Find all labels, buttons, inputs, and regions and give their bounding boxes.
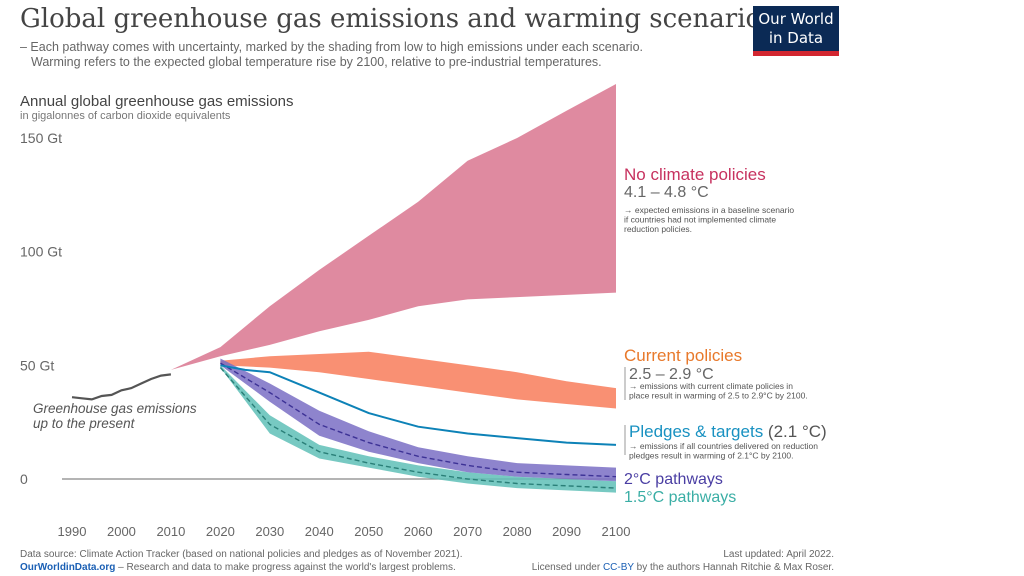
logo-line-1: Our World	[758, 10, 834, 28]
x-tick-label-2030: 2030	[255, 524, 284, 539]
x-tick-label-2060: 2060	[404, 524, 433, 539]
band-1-5c-pathways	[220, 365, 616, 493]
pledges-name: Pledges & targets	[629, 422, 768, 441]
x-tick-label-2010: 2010	[156, 524, 185, 539]
current-policies-note-2: place result in warming of 2.5 to 2.9°C …	[629, 391, 808, 401]
license-line: Licensed under CC-BY by the authors Hann…	[532, 561, 834, 574]
x-tick-label-1990: 1990	[58, 524, 87, 539]
line-historical-emissions	[71, 373, 172, 401]
logo-line-2: in Data	[768, 29, 824, 47]
subtitle-line-1: – Each pathway comes with uncertainty, m…	[20, 40, 644, 54]
x-tick-label-2090: 2090	[552, 524, 581, 539]
label-no-climate-policies: No climate policies	[624, 165, 766, 184]
x-tick-label-2000: 2000	[107, 524, 136, 539]
chart-title: Global greenhouse gas emissions and warm…	[20, 4, 775, 34]
y-axis-label: Annual global greenhouse gas emissions	[20, 93, 294, 110]
current-policies-note-1: → emissions with current climate policie…	[629, 381, 793, 391]
warming-no-climate-policies: 4.1 – 4.8 °C	[624, 184, 709, 201]
no-climate-policies-note-2: if countries had not implemented climate	[624, 215, 776, 225]
band-current-policies	[220, 351, 616, 409]
y-tick-label-3: 150 Gt	[20, 130, 62, 146]
owid-tagline: – Research and data to make progress aga…	[115, 562, 456, 573]
warming-current-policies: 2.5 – 2.9 °C	[629, 366, 714, 383]
no-climate-policies-note-3: reduction policies.	[624, 224, 692, 234]
x-tick-label-2020: 2020	[206, 524, 235, 539]
cc-by-link[interactable]: CC-BY	[602, 562, 634, 573]
historical-label-1: Greenhouse gas emissions	[33, 401, 197, 416]
label-1-5c-pathways: 1.5°C pathways	[624, 489, 736, 506]
owid-footer-line: OurWorldinData.org – Research and data t…	[20, 561, 462, 574]
label-current-policies: Current policies	[624, 346, 742, 365]
license-post: by the authors Hannah Ritchie & Max Rose…	[633, 562, 834, 573]
historical-label-2: up to the present	[33, 416, 136, 431]
owid-link[interactable]: OurWorldinData.org	[20, 562, 116, 573]
x-tick-label-2040: 2040	[305, 524, 334, 539]
y-tick-label-0: 0	[20, 471, 28, 487]
median-2c-pathways	[220, 362, 617, 478]
pledges-targets-note-1: → emissions if all countries delivered o…	[629, 441, 818, 451]
y-axis-unit: in gigalonnes of carbon dioxide equivale…	[20, 110, 231, 122]
no-climate-policies-note-1: → expected emissions in a baseline scena…	[624, 205, 794, 215]
subtitle-line-2: Warming refers to the expected global te…	[31, 55, 602, 69]
median-1-5c-pathways	[219, 367, 617, 489]
line-pledges-targets	[220, 364, 617, 446]
y-tick-label-2: 100 Gt	[20, 244, 62, 260]
data-source: Data source: Climate Action Tracker (bas…	[20, 549, 463, 560]
license-pre: Licensed under	[531, 562, 603, 573]
x-tick-label-2070: 2070	[453, 524, 482, 539]
band-no-climate-policies	[170, 84, 616, 370]
y-tick-label-1: 50 Gt	[20, 357, 54, 373]
label-pledges-targets: Pledges & targets (2.1 °C)	[629, 422, 827, 441]
pledges-targets-note-2: pledges result in warming of 2.1°C by 21…	[629, 451, 794, 461]
x-tick-label-2050: 2050	[354, 524, 383, 539]
label-2c-pathways: 2°C pathways	[624, 471, 723, 488]
pledges-warming: (2.1 °C)	[768, 422, 827, 441]
owid-logo[interactable]: Our World in Data	[753, 6, 839, 56]
footer-left: Data source: Climate Action Tracker (bas…	[20, 548, 462, 574]
x-tick-label-2100: 2100	[602, 524, 631, 539]
chart-subtitle: – Each pathway comes with uncertainty, m…	[20, 40, 643, 70]
x-tick-label-2080: 2080	[503, 524, 532, 539]
last-updated: Last updated: April 2022.	[723, 549, 834, 560]
footer-right: Last updated: April 2022. Licensed under…	[532, 548, 834, 574]
